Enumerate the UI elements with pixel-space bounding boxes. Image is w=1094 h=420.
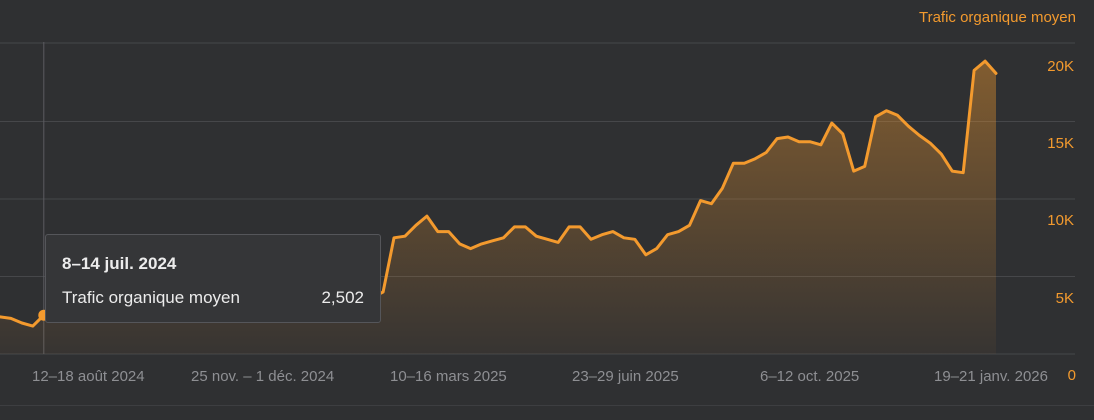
- series-label: Trafic organique moyen: [918, 9, 1076, 26]
- y-tick-label: 5K: [1055, 290, 1074, 307]
- y-tick-label: 0: [1067, 367, 1076, 384]
- x-tick-label: 12–18 août 2024: [32, 368, 145, 385]
- x-tick-label: 23–29 juin 2025: [572, 368, 679, 385]
- tooltip-series-name: Trafic organique moyen: [62, 288, 240, 307]
- y-tick-label: 20K: [1047, 58, 1074, 75]
- y-tick-label: 10K: [1047, 212, 1074, 229]
- series-area: [0, 61, 996, 354]
- chart-tooltip: 8–14 juil. 2024 Trafic organique moyen 2…: [45, 234, 381, 323]
- x-tick-label: 10–16 mars 2025: [390, 368, 507, 385]
- x-tick-label: 6–12 oct. 2025: [760, 368, 860, 385]
- tooltip-date: 8–14 juil. 2024: [62, 254, 177, 273]
- tooltip-value: 2,502: [321, 288, 364, 307]
- x-tick-label: 25 nov. – 1 déc. 2024: [191, 368, 335, 385]
- x-tick-label: 19–21 janv. 2026: [934, 368, 1048, 385]
- bottom-divider: [0, 405, 1094, 406]
- y-tick-label: 15K: [1047, 135, 1074, 152]
